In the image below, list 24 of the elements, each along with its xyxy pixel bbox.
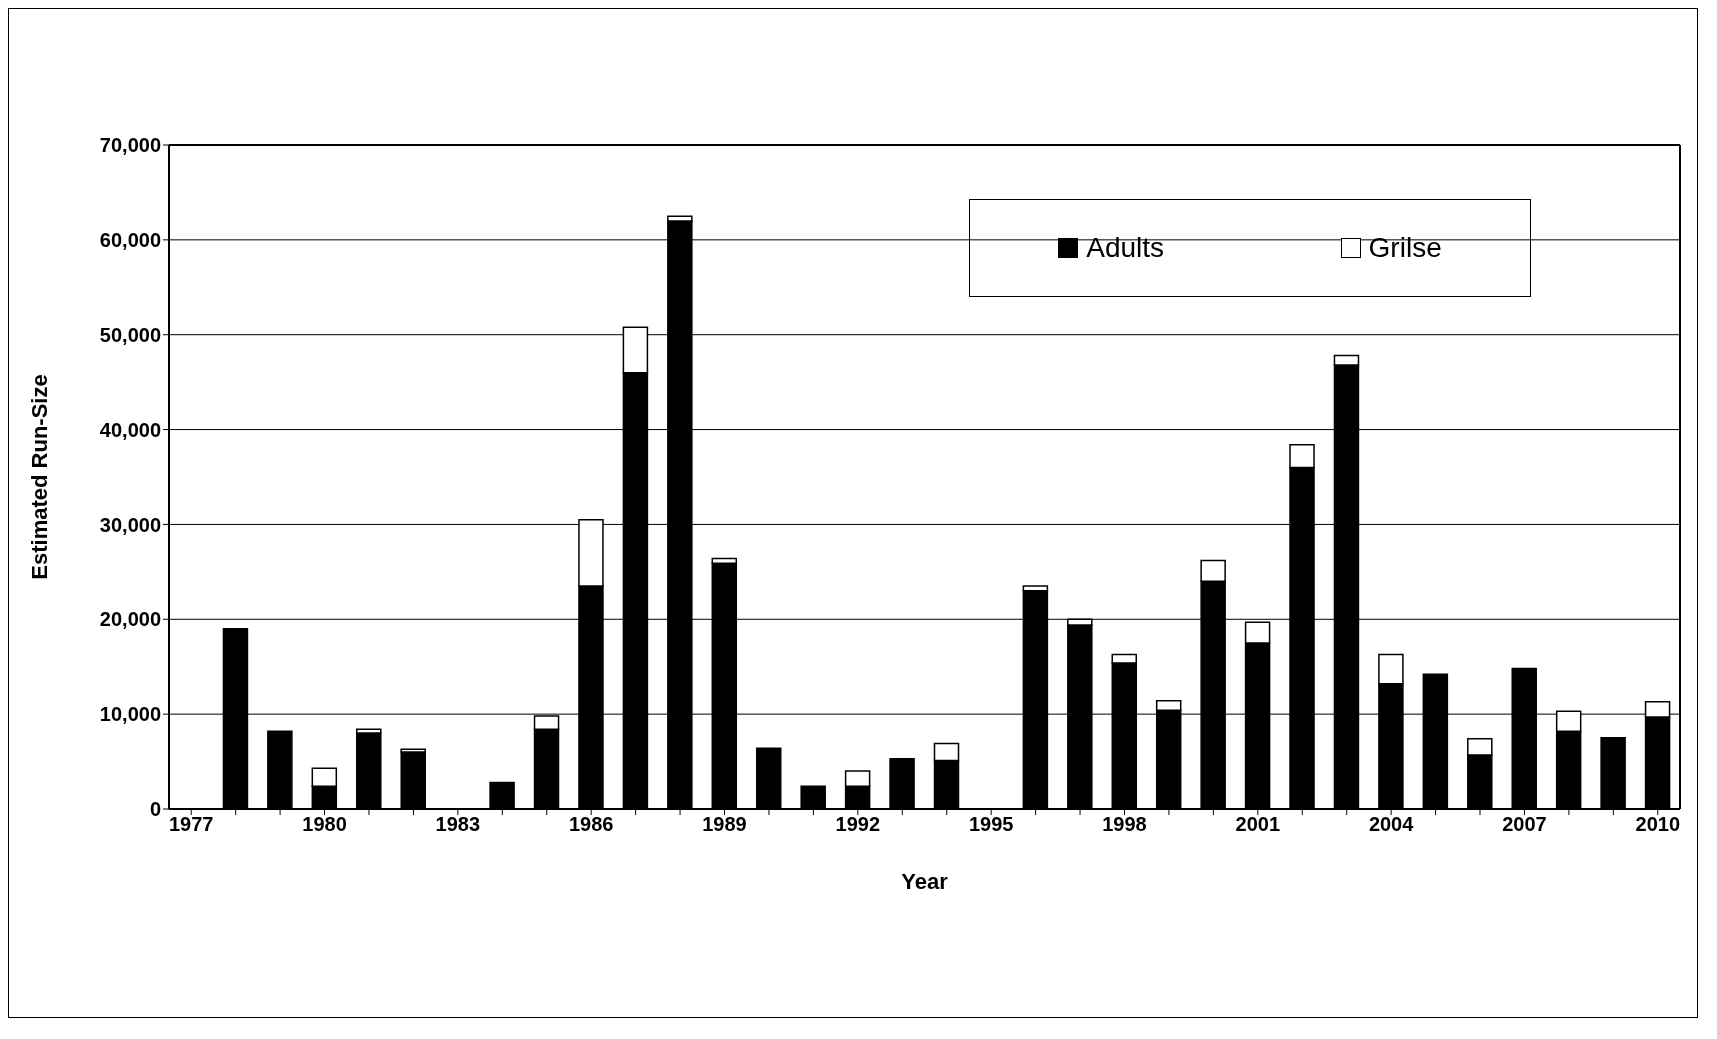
x-tick-label: 1995	[968, 813, 1014, 836]
y-tick-label: 60,000	[99, 228, 161, 251]
x-tick-label: 2001	[1235, 813, 1281, 836]
x-tick-label: 1983	[435, 813, 481, 836]
y-tick-label: 50,000	[99, 323, 161, 346]
legend-label: Adults	[1085, 232, 1165, 264]
x-tick-label: 1986	[568, 813, 614, 836]
y-tick-label: 20,000	[99, 608, 161, 631]
x-tick-label: 2007	[1502, 813, 1547, 836]
y-tick-label: 30,000	[99, 513, 161, 536]
x-tick-label: 1989	[702, 813, 747, 836]
x-tick-label: 2004	[1368, 813, 1415, 836]
y-axis-title: Estimated Run-Size	[26, 374, 52, 580]
x-tick-label: 1977	[168, 813, 214, 836]
x-tick-label: 1980	[302, 813, 347, 836]
x-axis-title: Year	[901, 869, 949, 894]
x-tick-label: 1992	[835, 813, 881, 836]
y-tick-label: 70,000	[99, 134, 161, 157]
y-tick-label: 40,000	[99, 418, 161, 441]
legend-label: Grilse	[1367, 232, 1442, 264]
y-tick-label: 0	[149, 798, 161, 821]
y-tick-label: 10,000	[99, 703, 161, 726]
x-tick-label: 1998	[1102, 813, 1147, 836]
x-tick-label: 2010	[1635, 813, 1681, 836]
